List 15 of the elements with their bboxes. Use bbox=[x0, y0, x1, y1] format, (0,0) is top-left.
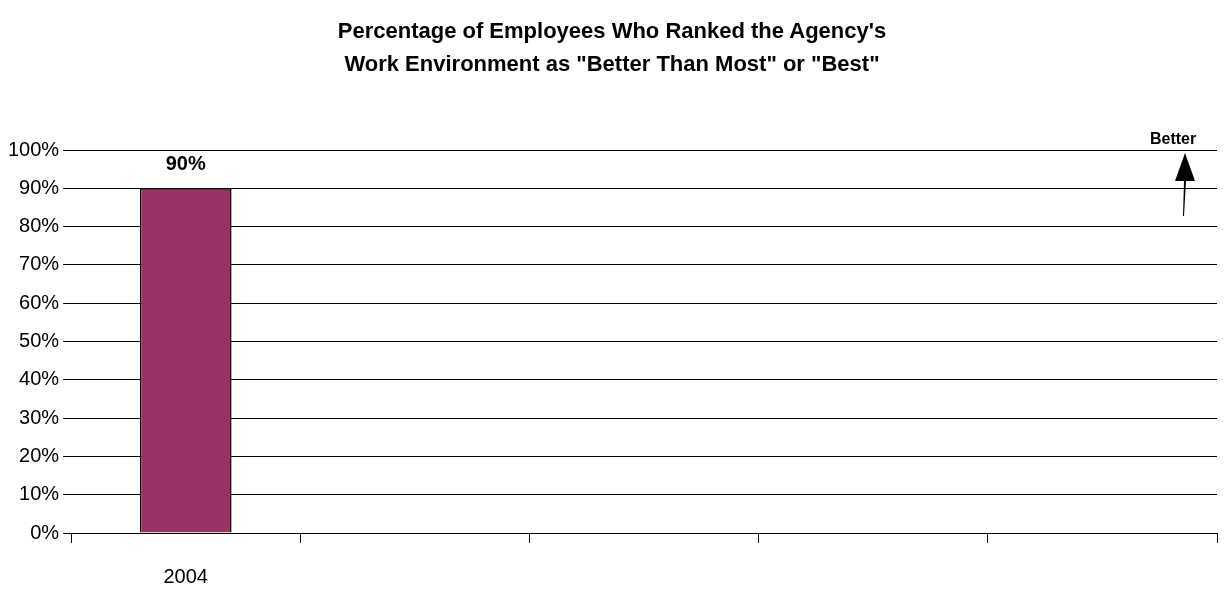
y-tick-label: 80% bbox=[19, 214, 60, 237]
y-tick-label: 0% bbox=[30, 520, 60, 543]
text: Better bbox=[1150, 130, 1197, 148]
y-tick-label: 40% bbox=[19, 367, 60, 390]
y-tick-label: 100% bbox=[8, 137, 60, 160]
y-tick-label: 90% bbox=[19, 175, 60, 198]
x-tick-label: 2004 bbox=[163, 564, 208, 587]
y-tick-label: 10% bbox=[19, 482, 60, 505]
chart-title: Percentage of Employees Who Ranked the Agency's Work Environment as "Better Than Most" or "Best" bbox=[336, 17, 888, 78]
data-label: 90% bbox=[165, 151, 206, 174]
y-tick-label: 30% bbox=[19, 405, 60, 428]
y-tick-label: 20% bbox=[19, 443, 60, 466]
y-tick-label: 60% bbox=[19, 290, 60, 313]
y-tick-label: 50% bbox=[19, 329, 60, 352]
y-tick-label: 70% bbox=[19, 252, 60, 275]
